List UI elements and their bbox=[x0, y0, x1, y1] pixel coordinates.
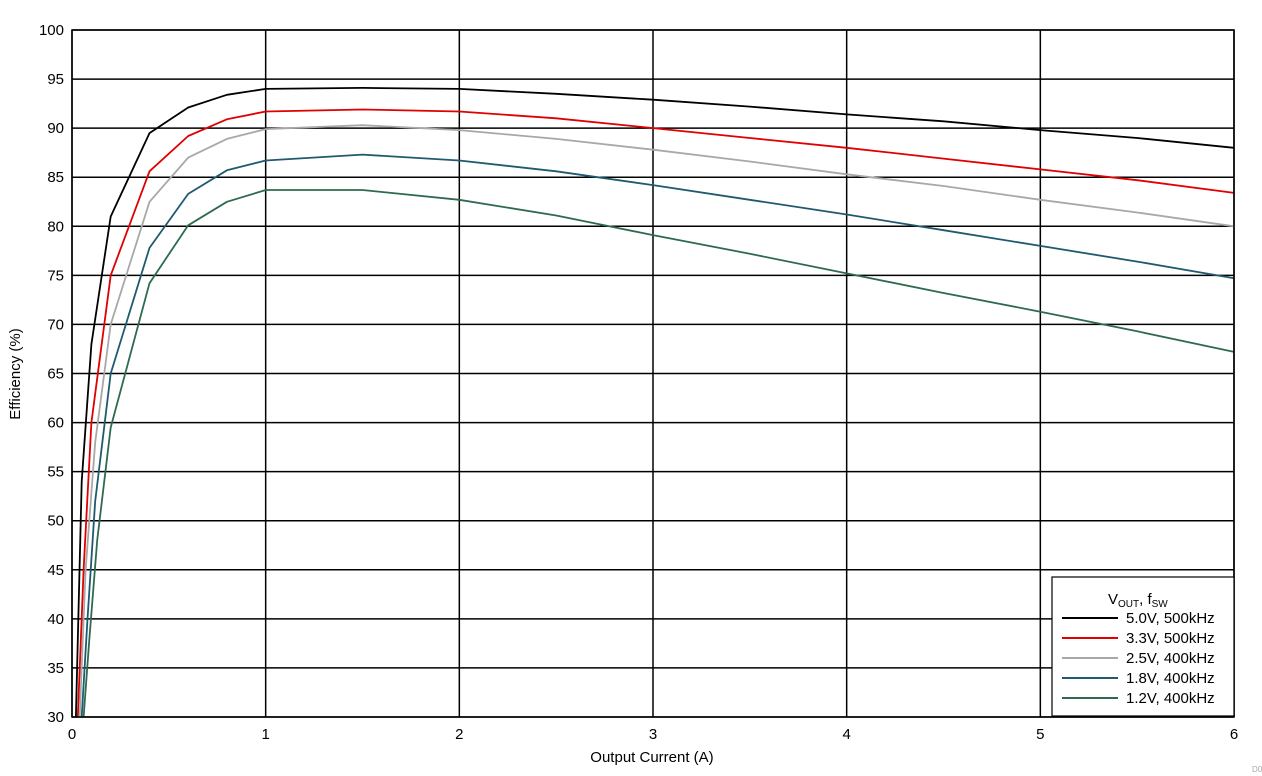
series-line-3 bbox=[78, 124, 1235, 718]
y-tick-label: 75 bbox=[47, 267, 64, 284]
x-tick-label: 0 bbox=[68, 726, 76, 743]
series-line-4 bbox=[80, 153, 1235, 718]
y-tick-label: 55 bbox=[47, 464, 64, 481]
y-axis-title: Efficiency (%) bbox=[7, 328, 24, 419]
legend-box bbox=[1051, 576, 1235, 717]
legend-label-5: 1.2V, 400kHz bbox=[1126, 690, 1215, 707]
series-line-5 bbox=[82, 189, 1235, 718]
x-tick-label: 2 bbox=[455, 726, 463, 743]
plot-area-border bbox=[71, 29, 1235, 718]
x-axis-ticks: 0 1 2 3 4 5 6 bbox=[68, 726, 1238, 743]
legend: VOUT, fSW 5.0V, 500kHz 3.3V, 500kHz 2.5V, … bbox=[1051, 576, 1235, 717]
y-tick-label: 40 bbox=[47, 611, 64, 628]
series-line-2 bbox=[76, 108, 1235, 718]
y-tick-label: 90 bbox=[47, 120, 64, 137]
y-tick-label: 70 bbox=[47, 316, 64, 333]
figure-code: D0 bbox=[1252, 765, 1262, 774]
series-lines bbox=[75, 87, 1235, 718]
y-tick-label: 80 bbox=[47, 218, 64, 235]
x-tick-label: 4 bbox=[842, 726, 850, 743]
legend-label-3: 2.5V, 400kHz bbox=[1126, 650, 1215, 667]
y-tick-label: 95 bbox=[47, 71, 64, 88]
y-tick-label: 60 bbox=[47, 415, 64, 432]
y-tick-label: 50 bbox=[47, 513, 64, 530]
y-tick-label: 35 bbox=[47, 660, 64, 677]
x-tick-label: 1 bbox=[261, 726, 269, 743]
y-tick-label: 45 bbox=[47, 562, 64, 579]
legend-label-2: 3.3V, 500kHz bbox=[1126, 630, 1215, 647]
y-tick-label: 30 bbox=[47, 709, 64, 726]
y-tick-label: 85 bbox=[47, 169, 64, 186]
y-tick-label: 100 bbox=[39, 22, 64, 39]
legend-label-4: 1.8V, 400kHz bbox=[1126, 670, 1215, 687]
y-tick-label: 65 bbox=[47, 366, 64, 383]
y-axis-ticks: 30 35 40 45 50 55 60 65 70 75 80 85 90 95 100 bbox=[39, 22, 64, 726]
legend-title: VOUT, fSW bbox=[1108, 591, 1168, 610]
legend-label-1: 5.0V, 500kHz bbox=[1126, 610, 1215, 627]
x-tick-label: 3 bbox=[649, 726, 657, 743]
x-tick-label: 5 bbox=[1036, 726, 1044, 743]
series-line-1 bbox=[75, 87, 1235, 718]
x-axis-title: Output Current (A) bbox=[590, 749, 713, 766]
x-tick-label: 6 bbox=[1230, 726, 1238, 743]
